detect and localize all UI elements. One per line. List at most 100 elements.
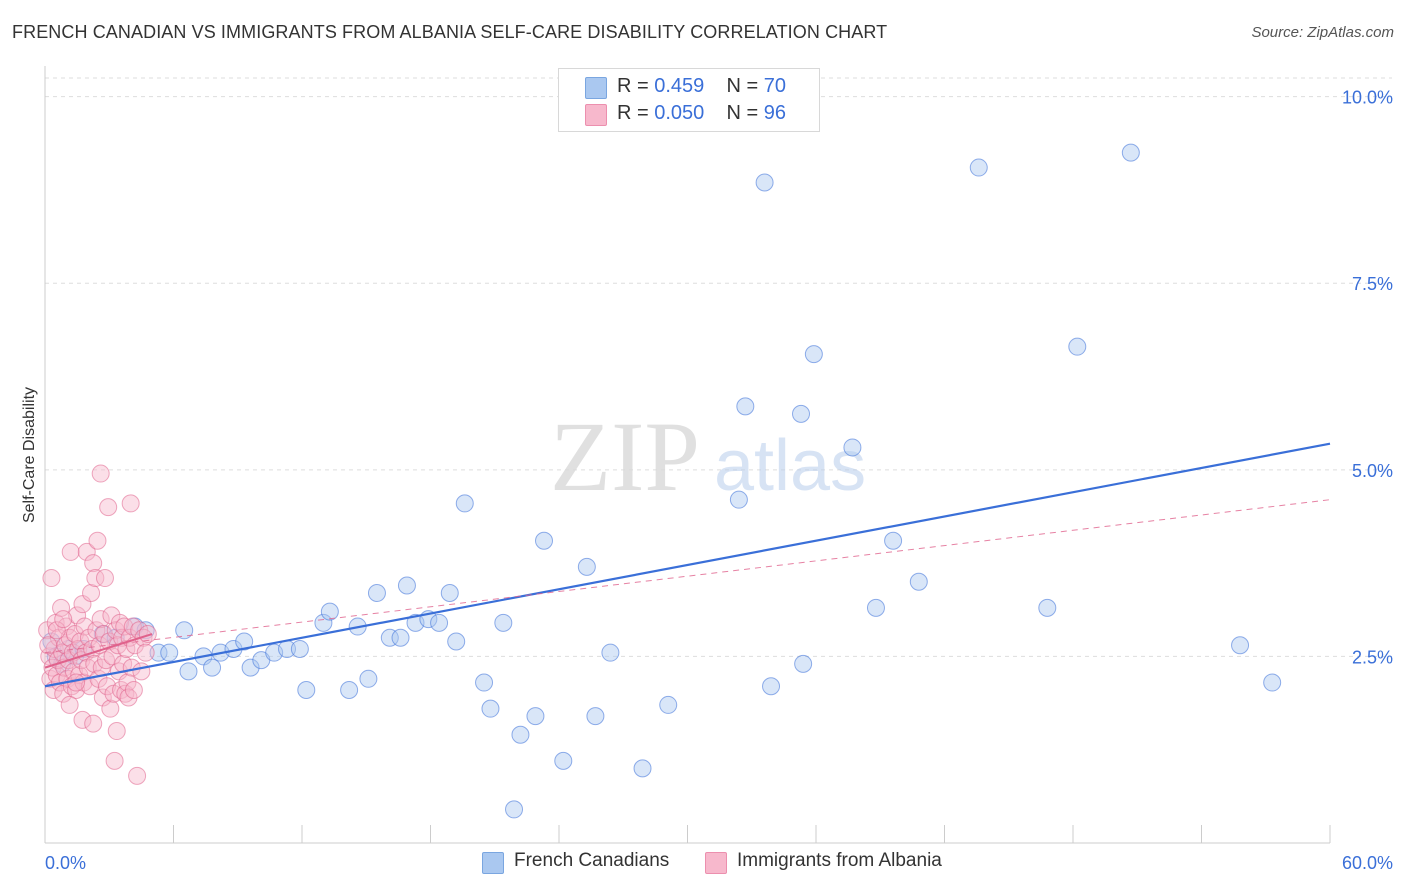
point-immigrants-albania [93,688,112,707]
point-immigrants-albania [75,617,94,636]
point-immigrants-albania [136,643,155,662]
point-immigrants-albania [52,598,71,617]
point-immigrants-albania [118,673,137,692]
point-immigrants-albania [88,531,107,550]
point-french-canadians [340,681,359,699]
trend-line-french-canadians [44,442,1331,688]
legend-swatch-blue [585,77,607,99]
legend-n-value: 70 [763,75,787,97]
point-immigrants-albania [82,583,101,602]
y-tick-label: 5.0% [1352,461,1393,481]
legend-r-value: 0.050 [654,102,705,124]
trend-line-immigrants-albania [44,499,1331,654]
point-french-canadians [601,643,620,662]
point-french-canadians [794,654,813,673]
point-french-canadians [149,643,168,662]
point-french-canadians [1121,143,1140,162]
point-french-canadians [804,345,823,364]
point-immigrants-albania [128,766,147,785]
point-french-canadians [397,576,416,595]
point-immigrants-albania [39,636,58,655]
point-french-canadians [175,621,194,640]
point-french-canadians [241,658,260,677]
point-french-canadians [440,583,459,602]
trend-line-local-immigrants-albania [44,633,153,669]
point-immigrants-albania [54,610,73,629]
point-french-canadians [736,397,755,416]
grid-lines [45,77,1392,657]
legend-r-value: 0.459 [654,75,705,97]
watermark-zip: ZIP [550,401,700,512]
point-immigrants-albania [42,569,61,588]
point-french-canadians [391,628,410,647]
bottom-legend-label: Immigrants from Albania [737,850,942,871]
point-immigrants-albania [47,621,66,640]
point-french-canadians [633,759,652,778]
point-french-canadians [359,669,378,688]
legend-swatch-pink [585,104,607,126]
point-immigrants-albania [117,639,136,658]
legend-r-label: R = [617,75,655,97]
point-immigrants-albania [103,647,122,666]
point-french-canadians [969,158,988,177]
bottom-legend-swatch-blue [482,852,504,874]
point-french-canadians [659,695,678,714]
point-immigrants-albania [77,542,96,561]
point-french-canadians [290,639,309,658]
point-french-canadians [843,438,862,457]
point-french-canadians [1068,337,1087,356]
y-tick-label: 10.0% [1342,88,1393,108]
point-french-canadians [367,583,386,602]
point-french-canadians [475,673,494,692]
point-immigrants-albania [91,610,110,629]
point-immigrants-albania [84,714,103,733]
point-french-canadians [447,632,466,651]
point-french-canadians [909,572,928,591]
point-french-canadians [320,602,339,621]
point-immigrants-albania [107,722,126,741]
point-french-canadians [203,658,222,677]
source-label: Source: ZipAtlas.com [1251,24,1394,41]
y-tick-label: 7.5% [1352,274,1393,294]
point-immigrants-albania [84,554,103,573]
point-french-canadians [577,557,596,576]
point-immigrants-albania [86,569,105,588]
point-immigrants-albania [95,569,114,588]
point-french-canadians [866,598,885,617]
y-tick-label: 2.5% [1352,647,1393,667]
point-french-canadians [481,699,500,718]
bottom-legend-label: French Canadians [514,850,670,871]
legend-r-label: R = [617,102,655,124]
point-french-canadians [1231,636,1250,655]
point-immigrants-albania [132,662,151,681]
point-immigrants-albania [60,695,79,714]
point-french-canadians [430,613,449,632]
point-immigrants-albania [98,677,117,696]
bottom-legend-swatch-pink [705,852,727,874]
point-french-canadians [314,613,333,632]
correlation-legend: R = 0.459 N = 70 R = 0.050 N = 96 [558,68,820,132]
point-immigrants-albania [101,699,120,718]
point-french-canadians [505,800,524,819]
point-french-canadians [160,643,179,662]
point-french-canadians [755,173,774,192]
legend-n-value: 96 [763,102,787,124]
point-french-canadians [586,707,605,726]
point-immigrants-albania [68,606,87,625]
legend-n-label: N = [726,75,764,97]
point-immigrants-albania [99,498,118,517]
point-immigrants-albania [73,710,92,729]
point-french-canadians [511,725,530,744]
legend-n-label: N = [726,102,764,124]
x-tick-label: 0.0% [45,853,86,873]
point-immigrants-albania [61,542,80,561]
point-french-canadians [729,490,748,509]
point-french-canadians [380,628,399,647]
tick-labels: 2.5% 5.0% 7.5% 10.0% 0.0% 60.0% [45,88,1393,873]
point-immigrants-albania [121,494,140,513]
point-french-canadians [494,613,513,632]
point-immigrants-albania [105,751,124,770]
point-french-canadians [455,494,474,513]
point-french-canadians [535,531,554,550]
